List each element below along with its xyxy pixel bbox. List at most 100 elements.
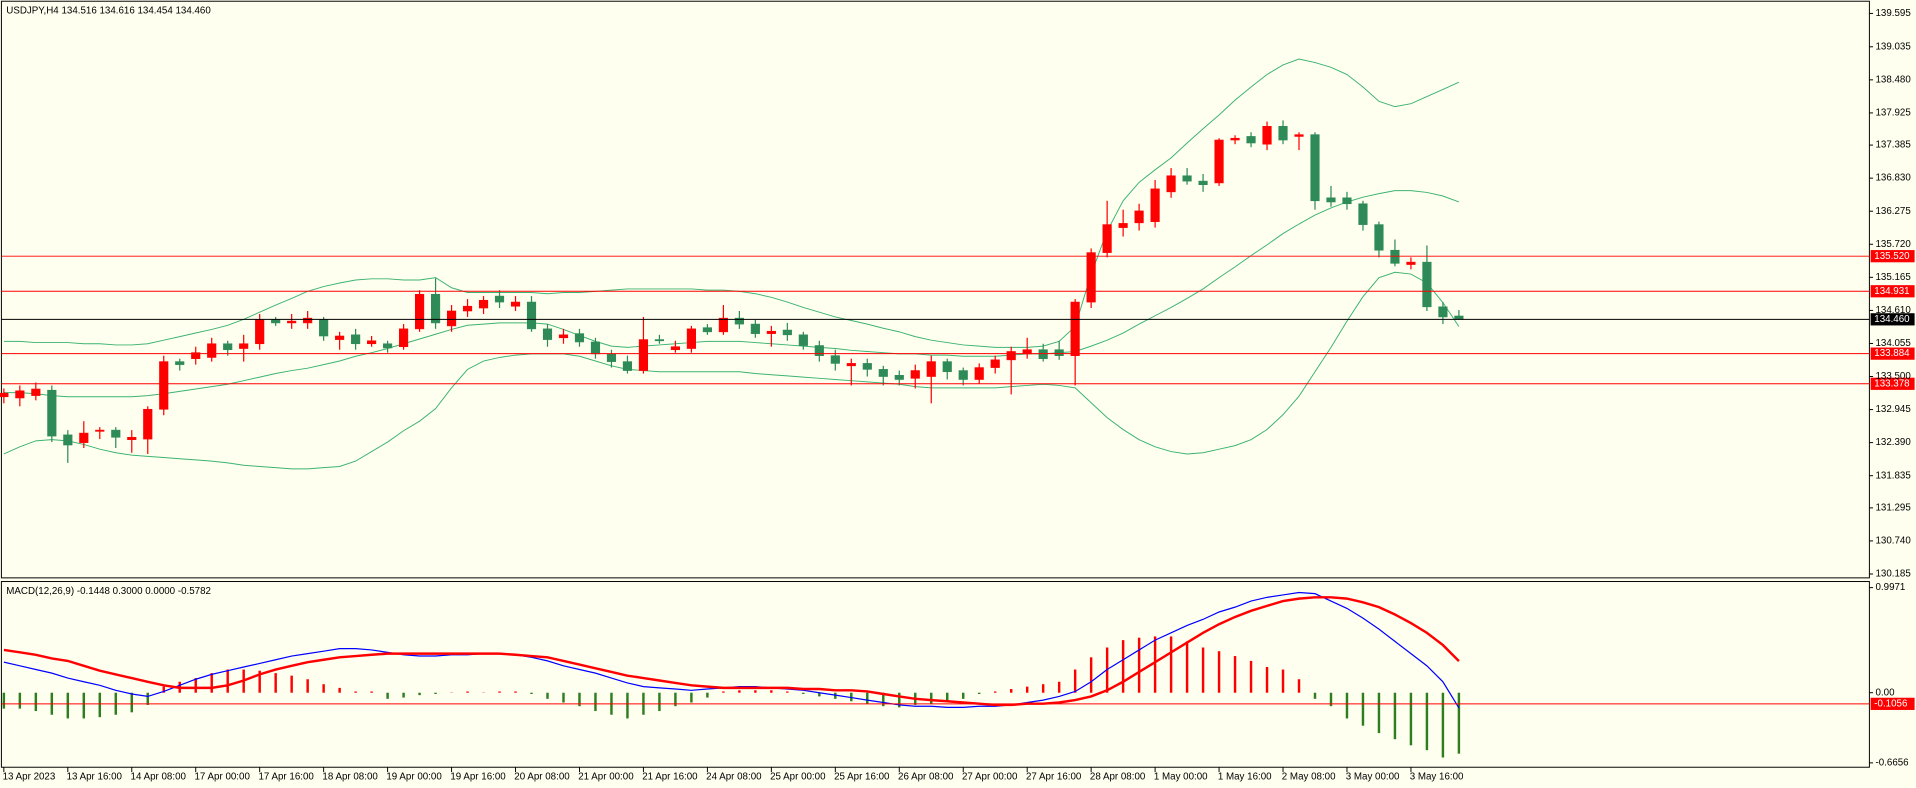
panel-title: USDJPY,H4 134.516 134.616 134.454 134.46…: [6, 6, 211, 17]
x-tick-label: 1 May 16:00: [1218, 772, 1272, 783]
y-tick-label: 0.9971: [1876, 582, 1906, 593]
candle-body: [1326, 197, 1336, 203]
x-tick-label: 14 Apr 08:00: [131, 772, 187, 783]
candle-body: [175, 361, 185, 365]
level-label: -0.1056: [1874, 698, 1907, 709]
x-tick-label: 17 Apr 00:00: [195, 772, 251, 783]
candle-body: [1390, 249, 1400, 264]
x-tick-label: 13 Apr 16:00: [67, 772, 123, 783]
candle-body: [207, 343, 217, 358]
candle-body: [638, 339, 649, 371]
candle-body: [31, 388, 41, 396]
candle-body: [47, 389, 57, 437]
y-tick-label: 134.610: [1876, 305, 1912, 316]
y-tick-label: 136.830: [1876, 173, 1912, 184]
x-tick-label: 2 May 08:00: [1282, 772, 1336, 783]
candle-body: [1038, 349, 1048, 359]
panel-title: MACD(12,26,9) -0.1448 0.3000 0.0000 -0.5…: [6, 586, 211, 597]
price-panel: [0, 0, 1870, 579]
x-tick-label: 27 Apr 00:00: [962, 772, 1018, 783]
candle-body: [303, 317, 313, 324]
candle-body: [894, 375, 904, 380]
candle-body: [1182, 175, 1192, 182]
y-tick-label: 136.275: [1876, 206, 1912, 217]
indicator-line: [3, 596, 1460, 707]
x-tick-label: 3 May 00:00: [1346, 772, 1400, 783]
candle-body: [335, 335, 345, 340]
candle-body: [782, 329, 792, 336]
candle-body: [798, 334, 808, 346]
x-tick-label: 19 Apr 16:00: [450, 772, 506, 783]
candle-body: [1262, 126, 1272, 145]
level-label: 134.460: [1874, 314, 1910, 325]
y-tick-label: 132.390: [1876, 437, 1912, 448]
x-tick-label: 21 Apr 16:00: [642, 772, 698, 783]
candle-body: [910, 370, 920, 379]
y-tick-label: -0.6656: [1876, 757, 1909, 768]
candle-body: [1246, 136, 1256, 144]
candle-body: [319, 319, 329, 337]
y-tick-label: 130.185: [1876, 569, 1912, 580]
candle-body: [1118, 223, 1128, 228]
y-tick-label: 132.945: [1876, 404, 1912, 415]
candle-body: [239, 343, 249, 349]
candle-body: [1358, 203, 1368, 225]
candle-body: [15, 390, 25, 399]
x-tick-label: 1 May 00:00: [1154, 772, 1208, 783]
level-label-box: [1870, 377, 1915, 390]
candle-body: [1406, 261, 1416, 265]
x-tick-label: 25 Apr 00:00: [770, 772, 826, 783]
candle-body: [191, 352, 201, 359]
x-tick-label: 19 Apr 00:00: [386, 772, 442, 783]
y-tick-label: 135.165: [1876, 272, 1912, 283]
candle-body: [399, 328, 409, 348]
candle-body: [271, 319, 281, 324]
candle-body: [159, 361, 169, 410]
candle-body: [0, 392, 9, 398]
indicator-line: [3, 190, 1460, 398]
candle-body: [1438, 306, 1448, 318]
candle-body: [862, 363, 872, 370]
candle-body: [814, 345, 824, 356]
candle-body: [143, 408, 153, 440]
candle-body: [606, 353, 617, 362]
x-tick-label: 27 Apr 16:00: [1026, 772, 1082, 783]
candle-body: [95, 429, 105, 432]
level-label: 133.884: [1874, 348, 1910, 359]
candle-body: [414, 294, 425, 330]
candle-body: [974, 367, 984, 380]
candle-body: [287, 320, 297, 324]
candle-body: [111, 429, 121, 438]
candle-body: [255, 319, 265, 345]
x-tick-label: 28 Apr 08:00: [1090, 772, 1146, 783]
candle-body: [750, 323, 760, 334]
x-tick-label: 21 Apr 00:00: [578, 772, 634, 783]
indicator-line: [3, 271, 1460, 470]
candle-body: [1198, 180, 1208, 186]
candle-body: [542, 328, 553, 340]
candle-body: [1166, 175, 1176, 193]
y-tick-label: 137.925: [1876, 107, 1912, 118]
x-tick-label: 24 Apr 08:00: [706, 772, 762, 783]
y-tick-label: 139.595: [1876, 8, 1912, 19]
candle-body: [878, 369, 888, 377]
candle-body: [494, 295, 505, 303]
y-tick-label: 139.035: [1876, 41, 1912, 52]
candle-body: [1102, 224, 1112, 253]
y-tick-label: 130.740: [1876, 536, 1912, 547]
y-tick-label: 137.385: [1876, 140, 1912, 151]
candle-body: [1310, 134, 1320, 202]
macd-panel: [0, 581, 1870, 768]
candle-body: [926, 361, 936, 377]
candle-body: [430, 294, 441, 324]
candle-body: [446, 310, 457, 327]
y-tick-label: 138.480: [1876, 74, 1912, 85]
candle-body: [1054, 349, 1064, 356]
candle-body: [1086, 252, 1096, 303]
candle-body: [766, 330, 776, 334]
y-tick-label: 131.835: [1876, 470, 1912, 481]
candle-body: [734, 317, 744, 325]
